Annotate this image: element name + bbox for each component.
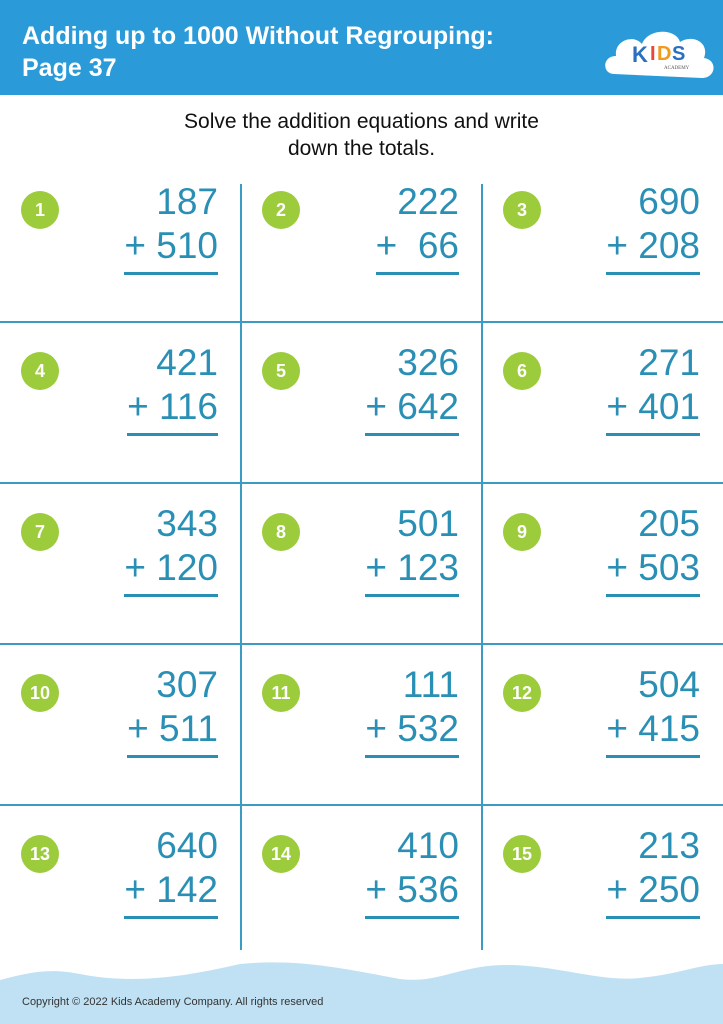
addition-problem: 640 + 142 <box>124 824 218 919</box>
addend-bottom: + 116 <box>127 385 218 436</box>
problem-6: 6 271 + 401 <box>482 321 723 482</box>
addition-problem: 326 + 642 <box>365 341 459 436</box>
addend-bottom: + 642 <box>365 385 459 436</box>
problem-4: 4 421 + 116 <box>0 321 241 482</box>
addend-top: 271 <box>638 342 700 383</box>
addend-top: 307 <box>156 664 218 705</box>
addend-top: 501 <box>397 503 459 544</box>
addend-top: 690 <box>638 181 700 222</box>
addend-top: 326 <box>397 342 459 383</box>
problem-number-badge: 15 <box>503 835 541 873</box>
svg-text:D: D <box>657 43 671 65</box>
addend-top: 205 <box>638 503 700 544</box>
addition-problem: 307 + 511 <box>127 663 218 758</box>
problem-12: 12 504 + 415 <box>482 643 723 804</box>
problem-9: 9 205 + 503 <box>482 482 723 643</box>
svg-text:I: I <box>650 43 656 65</box>
copyright: Copyright © 2022 Kids Academy Company. A… <box>22 996 324 1008</box>
problem-number-badge: 8 <box>262 513 300 551</box>
problem-number-badge: 3 <box>503 191 541 229</box>
addition-problem: 421 + 116 <box>127 341 218 436</box>
addition-problem: 690 + 208 <box>606 180 700 275</box>
kids-academy-logo: K I D S ACADEMY <box>605 31 714 78</box>
svg-text:K: K <box>632 42 648 67</box>
header-bar: Adding up to 1000 Without Regrouping: Pa… <box>0 0 723 95</box>
addend-bottom: + 532 <box>365 707 459 758</box>
problem-number-badge: 6 <box>503 352 541 390</box>
problem-7: 7 343 + 120 <box>0 482 241 643</box>
addend-bottom: + 503 <box>606 546 700 597</box>
addition-problem: 501 + 123 <box>365 502 459 597</box>
addition-problem: 343 + 120 <box>124 502 218 597</box>
footer-wave <box>0 962 723 1024</box>
problem-number-badge: 12 <box>503 674 541 712</box>
problem-10: 10 307 + 511 <box>0 643 241 804</box>
svg-text:S: S <box>672 43 685 65</box>
title-line-2: Page 37 <box>22 54 117 82</box>
problem-number-badge: 10 <box>21 674 59 712</box>
addend-bottom: + 142 <box>124 868 218 919</box>
problem-1: 1 187 + 510 <box>0 160 241 321</box>
addend-top: 222 <box>397 181 459 222</box>
addend-top: 504 <box>638 664 700 705</box>
grid-divider <box>481 184 483 950</box>
problem-number-badge: 9 <box>503 513 541 551</box>
addend-bottom: + 511 <box>127 707 218 758</box>
addition-problem: 271 + 401 <box>606 341 700 436</box>
instructions-line-2: down the totals. <box>287 137 436 160</box>
addition-problem: 205 + 503 <box>606 502 700 597</box>
grid-divider <box>240 184 242 950</box>
addend-bottom: + 415 <box>606 707 700 758</box>
addend-bottom: + 510 <box>124 224 218 275</box>
addition-problem: 222 + 66 <box>375 180 459 275</box>
addition-problem: 213 + 250 <box>606 824 700 919</box>
problem-number-badge: 5 <box>262 352 300 390</box>
addend-bottom: + 401 <box>606 385 700 436</box>
addend-top: 410 <box>397 825 459 866</box>
problem-3: 3 690 + 208 <box>482 160 723 321</box>
addend-top: 421 <box>156 342 218 383</box>
grid-divider <box>0 321 723 323</box>
problem-number-badge: 2 <box>262 191 300 229</box>
addend-bottom: + 250 <box>606 868 700 919</box>
problem-number-badge: 1 <box>21 191 59 229</box>
problem-number-badge: 7 <box>21 513 59 551</box>
instructions-line-1: Solve the addition equations and write <box>184 110 539 133</box>
problem-number-badge: 4 <box>21 352 59 390</box>
addend-top: 640 <box>156 825 218 866</box>
addend-bottom: + 536 <box>365 868 459 919</box>
addend-top: 111 <box>402 664 459 705</box>
title-line-1: Adding up to 1000 Without Regrouping: <box>22 22 494 50</box>
addend-bottom: + 120 <box>124 546 218 597</box>
addition-problem: 111 + 532 <box>365 663 459 758</box>
instructions: Solve the addition equations and write d… <box>0 108 723 162</box>
addend-bottom: + 123 <box>365 546 459 597</box>
svg-text:ACADEMY: ACADEMY <box>664 66 690 71</box>
addition-problem: 410 + 536 <box>365 824 459 919</box>
problem-8: 8 501 + 123 <box>241 482 482 643</box>
grid-divider <box>0 482 723 484</box>
problem-13: 13 640 + 142 <box>0 804 241 965</box>
grid-divider <box>0 643 723 645</box>
problem-number-badge: 13 <box>21 835 59 873</box>
problem-14: 14 410 + 536 <box>241 804 482 965</box>
page-title: Adding up to 1000 Without Regrouping: Pa… <box>22 20 494 84</box>
addend-bottom: + 208 <box>606 224 700 275</box>
problem-number-badge: 11 <box>262 674 300 712</box>
addend-top: 187 <box>156 181 218 222</box>
problem-2: 2 222 + 66 <box>241 160 482 321</box>
problem-15: 15 213 + 250 <box>482 804 723 965</box>
problem-number-badge: 14 <box>262 835 300 873</box>
problem-5: 5 326 + 642 <box>241 321 482 482</box>
problem-11: 11 111 + 532 <box>241 643 482 804</box>
grid-divider <box>0 804 723 806</box>
addition-problem: 187 + 510 <box>124 180 218 275</box>
addition-problem: 504 + 415 <box>606 663 700 758</box>
addend-top: 343 <box>156 503 218 544</box>
addend-bottom: + 66 <box>375 224 459 275</box>
addend-top: 213 <box>638 825 700 866</box>
